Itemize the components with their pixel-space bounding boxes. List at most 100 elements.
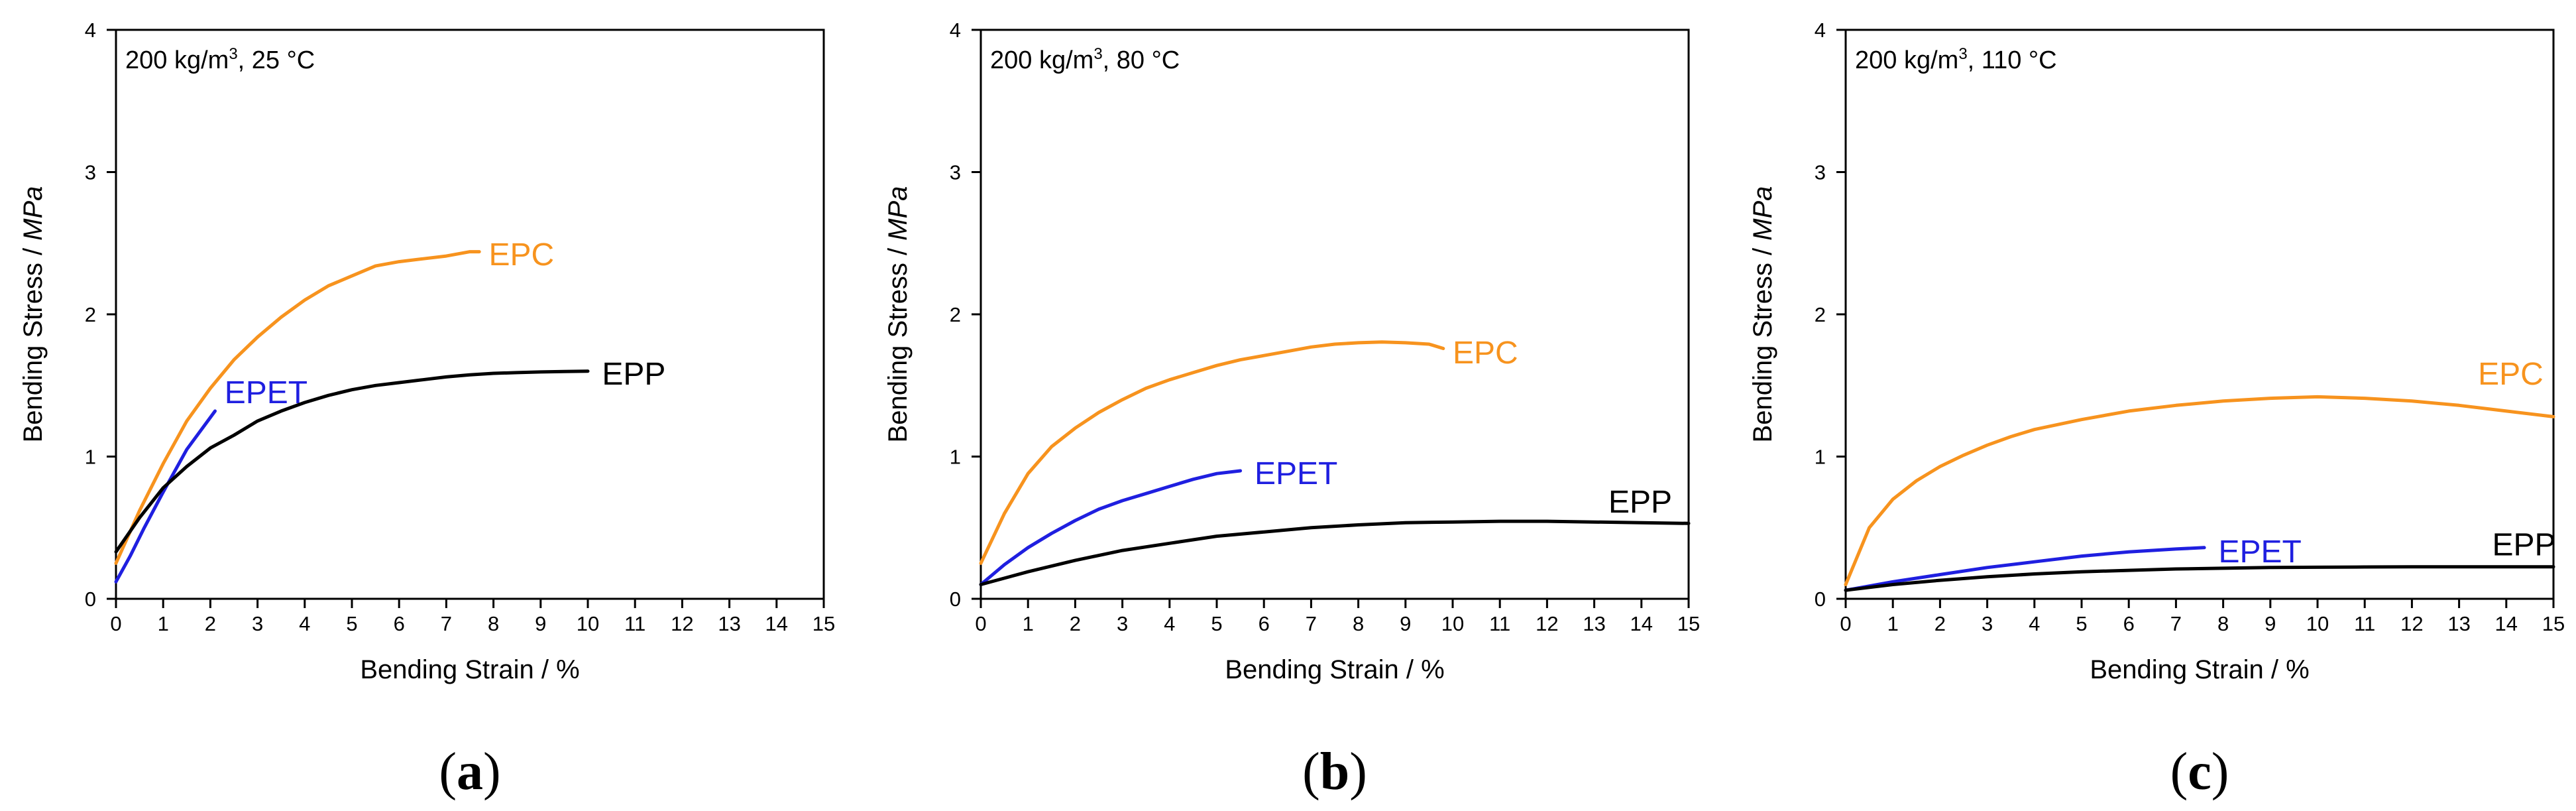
x-axis-label: Bending Strain / % (2090, 655, 2309, 684)
series-line-epet (114, 409, 217, 584)
series-line-epc (114, 250, 481, 565)
x-tick-label: 8 (488, 612, 499, 635)
x-tick-label: 0 (1840, 612, 1851, 635)
x-tick-label: 9 (535, 612, 546, 635)
series-label-epp: EPP (1608, 485, 1672, 520)
y-tick-label: 2 (950, 303, 961, 326)
y-tick-label: 3 (85, 161, 96, 184)
x-tick-label: 8 (2217, 612, 2229, 635)
caption-letter: b (1320, 743, 1350, 801)
x-tick-label: 10 (2306, 612, 2329, 635)
x-axis-label: Bending Strain / % (360, 655, 579, 684)
x-tick-label: 5 (1211, 612, 1222, 635)
caption-open-paren: ( (2170, 743, 2188, 801)
x-tick-label: 3 (1117, 612, 1128, 635)
y-axis-label-unit: MPa (1748, 186, 1777, 241)
series-line-epet (979, 469, 1243, 586)
x-tick-label: 14 (2495, 612, 2518, 635)
caption-close-paren: ) (483, 743, 501, 801)
y-tick-label: 0 (950, 588, 961, 611)
y-tick-label: 1 (85, 446, 96, 469)
x-tick-label: 7 (441, 612, 452, 635)
x-tick-label: 14 (1630, 612, 1653, 635)
y-axis-label-unit: MPa (19, 186, 48, 241)
plot-frame (115, 29, 825, 600)
x-tick-label: 6 (394, 612, 405, 635)
x-tick-label: 2 (205, 612, 216, 635)
y-axis-label-unit: MPa (883, 186, 913, 241)
x-tick-label: 3 (1982, 612, 1993, 635)
condition-main: 200 kg/m (125, 46, 229, 74)
y-axis-label: Bending Stress / MPa (1748, 186, 1777, 443)
y-tick-label: 2 (85, 303, 96, 326)
caption-letter: c (2188, 743, 2212, 801)
x-tick-label: 7 (2170, 612, 2182, 635)
series-line-epc (979, 340, 1445, 565)
x-tick-label: 12 (671, 612, 693, 635)
x-tick-label: 5 (346, 612, 357, 635)
x-axis-label: Bending Strain / % (1225, 655, 1444, 684)
y-tick-label: 1 (1815, 446, 1826, 469)
y-axis-label-text: Bending Stress / (883, 241, 913, 443)
y-tick-label: 4 (950, 19, 961, 42)
caption-letter: a (457, 743, 483, 801)
x-tick-label: 9 (1400, 612, 1411, 635)
x-tick-label: 13 (1583, 612, 1605, 635)
x-tick-label: 13 (718, 612, 740, 635)
y-tick-label: 2 (1815, 303, 1826, 326)
x-tick-label: 2 (1070, 612, 1081, 635)
series-label-epet: EPET (2218, 534, 2301, 570)
x-tick-label: 11 (1489, 612, 1510, 635)
series-line-epp (1844, 565, 2555, 592)
y-axis-label: Bending Stress / MPa (19, 186, 48, 443)
series-label-epp: EPP (602, 357, 665, 392)
x-tick-label: 3 (252, 612, 263, 635)
series-line-epet (1844, 546, 2206, 592)
x-tick-label: 15 (812, 612, 835, 635)
x-tick-label: 0 (975, 612, 986, 635)
x-tick-label: 1 (158, 612, 169, 635)
y-tick-label: 0 (85, 588, 96, 611)
condition-superscript: 3 (1958, 45, 1967, 63)
series-label-epet: EPET (1255, 456, 1337, 491)
x-tick-label: 11 (2354, 612, 2375, 635)
caption-open-paren: ( (439, 743, 457, 801)
y-axis-label: Bending Stress / MPa (883, 186, 913, 443)
panel-caption: (b) (1302, 743, 1367, 801)
condition-main: 200 kg/m (990, 46, 1093, 74)
y-tick-label: 1 (950, 446, 961, 469)
x-tick-label: 6 (2123, 612, 2135, 635)
caption-open-paren: ( (1302, 743, 1320, 801)
series-label-epc: EPC (2478, 357, 2544, 392)
x-tick-label: 12 (1536, 612, 1558, 635)
x-tick-label: 12 (2400, 612, 2423, 635)
x-tick-label: 15 (1677, 612, 1700, 635)
caption-close-paren: ) (2212, 743, 2229, 801)
condition-tail: , 110 °C (1968, 46, 2057, 74)
x-tick-label: 2 (1934, 612, 1946, 635)
x-tick-label: 11 (624, 612, 645, 635)
series-label-epc: EPC (1453, 336, 1518, 371)
y-tick-label: 4 (85, 19, 96, 42)
x-tick-label: 13 (2447, 612, 2470, 635)
x-tick-label: 8 (1353, 612, 1364, 635)
series-line-epc (1844, 395, 2555, 586)
series-line-epp (979, 519, 1691, 586)
x-tick-label: 14 (765, 612, 788, 635)
y-axis-label-text: Bending Stress / (1748, 241, 1777, 443)
condition-superscript: 3 (229, 45, 237, 63)
panel-caption: (c) (2170, 743, 2229, 801)
x-tick-label: 10 (577, 612, 599, 635)
x-tick-label: 10 (1441, 612, 1464, 635)
y-tick-label: 4 (1815, 19, 1826, 42)
x-tick-label: 1 (1887, 612, 1899, 635)
y-axis-label-text: Bending Stress / (19, 241, 48, 443)
y-tick-label: 3 (950, 161, 961, 184)
series-label-epc: EPC (488, 237, 554, 273)
plot-frame (1844, 29, 2555, 600)
condition-label: 200 kg/m3, 80 °C (990, 45, 1180, 74)
x-tick-label: 5 (2076, 612, 2087, 635)
